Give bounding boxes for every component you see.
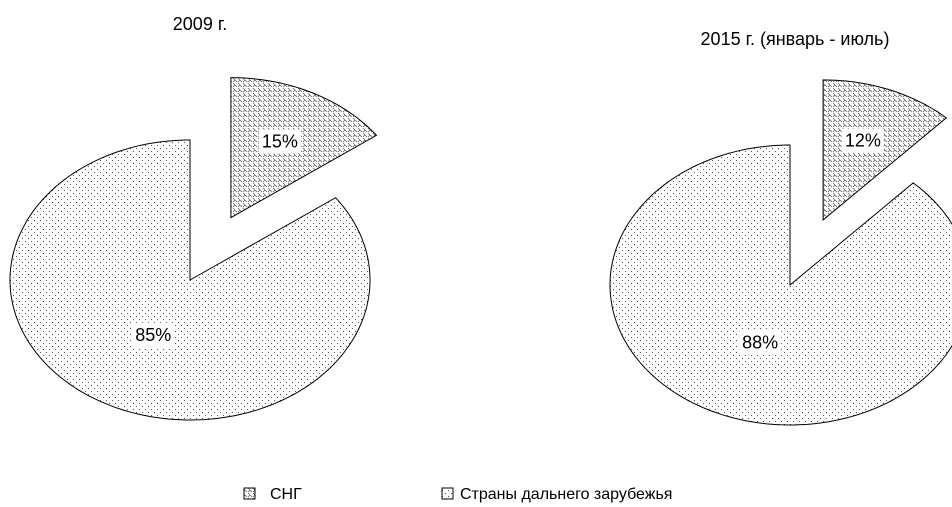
- legend: СНГ Страны дальнего зарубежья: [243, 486, 672, 503]
- legend-label: Страны дальнего зарубежья: [460, 486, 672, 503]
- legend-swatch: [243, 487, 256, 500]
- data-label: 88%: [742, 332, 778, 352]
- data-label: 85%: [135, 325, 171, 345]
- label-background: [841, 128, 884, 153]
- data-label: 15%: [262, 132, 298, 152]
- chart-title: 2015 г. (январь - июль): [701, 29, 890, 49]
- slice: [230, 77, 378, 219]
- legend-swatch: [441, 487, 454, 500]
- chart-title: 2009 г.: [173, 14, 227, 34]
- label-background: [258, 129, 301, 154]
- slice: [822, 79, 948, 221]
- pie: 2009 г. 15% 85%: [9, 14, 378, 440]
- data-label: 12%: [845, 131, 881, 151]
- slice: [9, 139, 371, 421]
- slice: [609, 144, 952, 426]
- pie: 2015 г. (январь - июль) 12% 88%: [609, 29, 952, 445]
- legend-label: СНГ: [270, 486, 302, 503]
- label-background: [739, 330, 782, 355]
- label-background: [132, 322, 175, 347]
